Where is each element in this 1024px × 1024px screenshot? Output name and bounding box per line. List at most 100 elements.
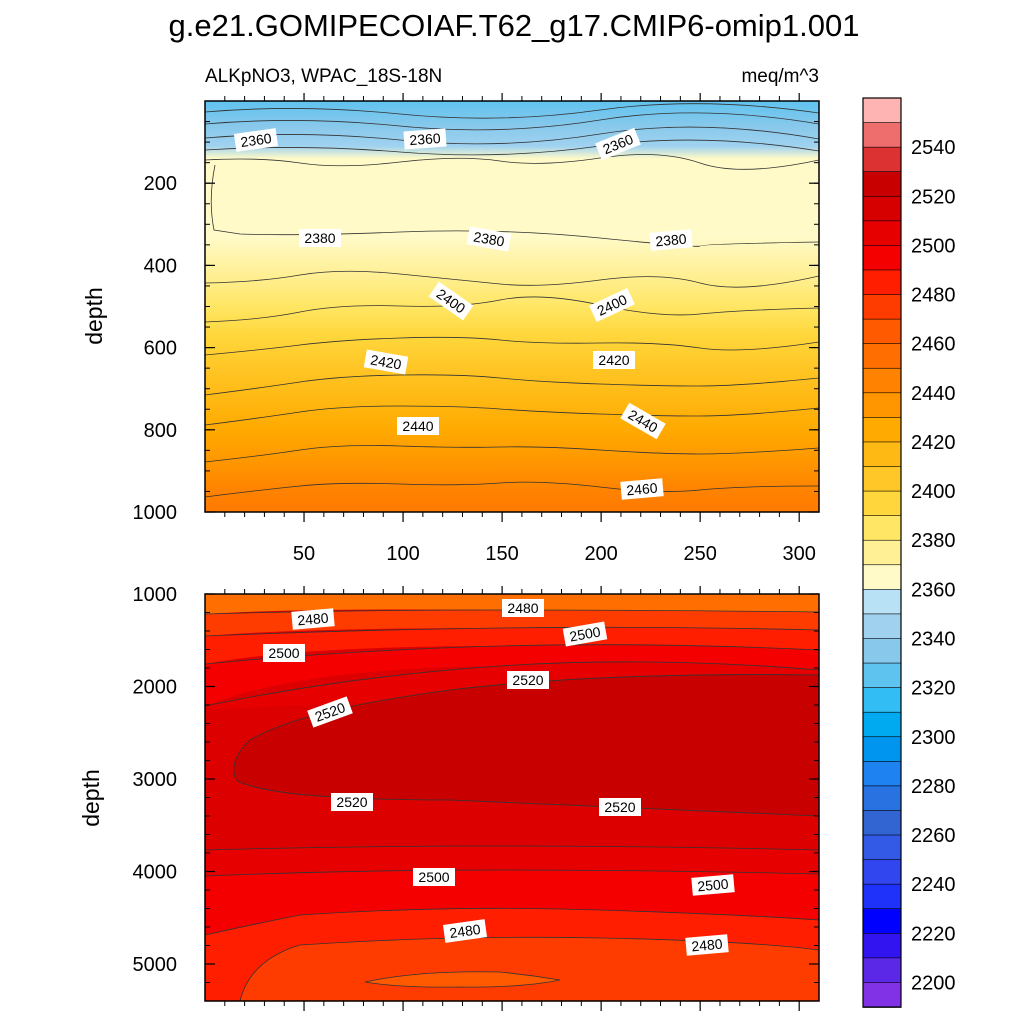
contour-label-text: 2460: [626, 480, 659, 499]
colorbar-swatch: [862, 638, 902, 664]
contour-label: 2480: [442, 919, 488, 943]
contour-label-text: 2500: [568, 623, 602, 644]
contour-line: [205, 907, 819, 936]
contour-label-text: 2420: [369, 351, 403, 372]
contour-line: [205, 139, 819, 156]
contour-label-text: 2480: [507, 600, 538, 616]
contour-label: 2500: [413, 868, 455, 886]
contour-label-bg: [620, 478, 664, 500]
contour-line: [364, 971, 561, 988]
colorbar-swatch: [862, 613, 902, 640]
x-tick-label: 50: [293, 543, 315, 565]
contour-label-text: 2380: [304, 230, 335, 246]
colorbar-swatch: [862, 97, 902, 124]
contour-line: [233, 674, 819, 817]
colorbar-swatch: [862, 834, 902, 861]
contour-line: [205, 296, 819, 323]
colorbar-swatch: [862, 294, 902, 320]
colorbar-swatch: [862, 441, 902, 468]
colorbar-label: 2240: [911, 874, 956, 896]
contour-label-text: 2500: [697, 876, 730, 895]
contour-label-bg: [691, 874, 735, 896]
colorbar-swatch: [862, 589, 902, 615]
contour-label: 2440: [397, 417, 439, 435]
contour-label-bg: [589, 287, 635, 323]
contour-label-bg: [428, 281, 474, 321]
y-tick-label: 3000: [133, 769, 178, 791]
contour-label-bg: [291, 608, 335, 630]
contour-label-bg: [593, 351, 635, 369]
contour-label: 2460: [620, 478, 664, 500]
contour-label-text: 2420: [598, 352, 629, 368]
lower-bands: [205, 594, 819, 1001]
contour-label-bg: [507, 671, 549, 689]
colorbar-swatch: [862, 122, 902, 148]
contour-line: [205, 374, 819, 396]
y-tick-label: 4000: [133, 862, 178, 884]
colorbar-swatch: [862, 515, 902, 542]
x-tick-label: 250: [683, 543, 716, 565]
colorbar-label: 2300: [911, 727, 956, 749]
colorbar-swatch: [862, 417, 902, 443]
colorbar-swatch: [862, 883, 902, 910]
contour-label-bg: [685, 934, 729, 956]
lower-y-axis-title: depth: [78, 769, 104, 827]
contour-label-bg: [299, 229, 341, 247]
y-tick-label: 600: [144, 338, 177, 360]
contour-label-text: 2480: [448, 921, 481, 941]
contour-label: 2500: [562, 621, 608, 647]
colorbar-label: 2420: [911, 432, 956, 454]
contour-label: 2480: [502, 599, 544, 617]
upper-contours: [205, 103, 819, 498]
x-tick-label: 150: [485, 543, 518, 565]
colorbar-label: 2280: [911, 776, 956, 798]
contour-label-bg: [413, 868, 455, 886]
colorbar-label: 2340: [911, 628, 956, 650]
colorbar-swatch: [862, 318, 902, 345]
contour-label-text: 2360: [239, 130, 272, 150]
colorbar-swatch: [862, 810, 902, 836]
colorbar-label: 2460: [911, 334, 956, 356]
contour-label-text: 2500: [418, 869, 449, 885]
contour-label: 2520: [507, 671, 549, 689]
contour-label: 2480: [291, 608, 335, 630]
colorbar-swatch: [862, 269, 902, 296]
colorbar-swatch: [862, 343, 902, 370]
contour-line: [205, 405, 819, 426]
contour-label-bg: [502, 599, 544, 617]
colorbar-label: 2220: [911, 923, 956, 945]
contour-line: [205, 869, 819, 877]
y-tick-label: 5000: [133, 954, 178, 976]
contour-label-bg: [331, 793, 373, 811]
contour-label-bg: [466, 226, 512, 252]
contour-label: 2520: [599, 798, 641, 816]
y-tick-label: 1000: [133, 584, 178, 606]
contour-label-bg: [363, 349, 409, 375]
colorbar-swatch: [862, 957, 902, 984]
colorbar-label: 2400: [911, 481, 956, 503]
colorbar-label: 2540: [911, 137, 956, 159]
contour-label-bg: [263, 644, 305, 662]
y-tick-label: 1000: [133, 502, 178, 524]
contour-label: 2380: [299, 229, 341, 247]
contour-label-text: 2520: [604, 799, 635, 815]
contour-label-text: 2440: [402, 418, 433, 434]
contour-line: [205, 626, 819, 637]
contour-label: 2520: [331, 793, 373, 811]
band-deep-2470: [365, 971, 560, 988]
colorbar-label: 2320: [911, 678, 956, 700]
contour-label-text: 2520: [512, 672, 543, 688]
contour-label-bg: [562, 621, 608, 647]
colorbar-label: 2440: [911, 383, 956, 405]
contour-label-bg: [599, 798, 641, 816]
y-tick-label: 800: [144, 420, 177, 442]
contour-label-bg: [233, 128, 279, 152]
colorbar-swatch: [862, 908, 902, 935]
contour-line: [205, 336, 819, 356]
colorbar-frame: [862, 97, 902, 1008]
colorbar-swatch: [862, 367, 902, 394]
contour-label-text: 2380: [472, 228, 506, 249]
x-tick-label: 200: [584, 543, 617, 565]
contour-line: [205, 481, 819, 498]
contour-label: 2420: [593, 351, 635, 369]
